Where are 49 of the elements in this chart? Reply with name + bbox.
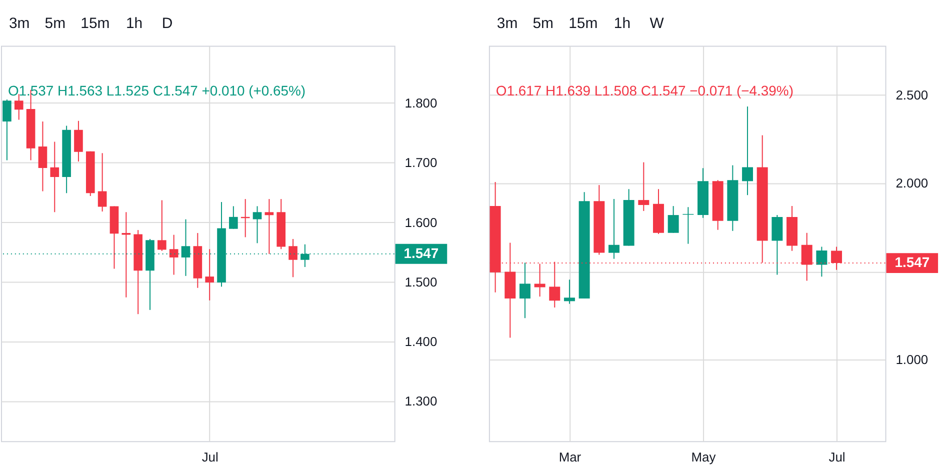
text: 5m [44, 14, 66, 32]
candlestick [2, 98, 12, 161]
candlestick [564, 279, 575, 304]
text: O1.617 H1.639 L1.508 C1.547 −0.071 (−4.39%) [496, 82, 794, 99]
y-tick-label: 1.700 [404, 155, 438, 170]
candlestick [742, 106, 753, 196]
candlestick [772, 214, 783, 276]
text: 1h [614, 14, 631, 32]
candlestick [205, 248, 214, 301]
y-tick-label: 2.000 [896, 176, 928, 191]
candlestick [122, 212, 131, 298]
candlestick [229, 206, 238, 230]
text: 1h [126, 14, 143, 32]
x-tick-label: Mar [558, 450, 582, 465]
candlestick [638, 162, 650, 212]
text: 15m [568, 14, 598, 32]
text: O1.537 H1.563 L1.525 C1.547 +0.010 (+0.65%) [8, 82, 306, 99]
candlestick [38, 121, 48, 192]
x-tick-label: May [691, 450, 716, 465]
x-tick-label: Jul [202, 450, 218, 465]
text: 3m [8, 14, 30, 32]
y-tick-label: 1.400 [404, 334, 438, 350]
y-tick-label: 1.000 [896, 352, 928, 368]
candlestick [816, 246, 828, 278]
text: D [162, 14, 173, 32]
y-tick-label: 1.800 [404, 96, 438, 111]
candlestick [50, 141, 60, 213]
candlestick [169, 234, 178, 276]
y-tick-label: 1.600 [404, 214, 438, 230]
text: 3m [496, 14, 518, 32]
candlestick [252, 206, 262, 244]
text: 15m [80, 14, 110, 32]
candlestick [519, 262, 530, 319]
candlestick [668, 206, 679, 234]
candlestick [158, 200, 166, 252]
y-tick-label: 1.500 [404, 274, 438, 290]
y-tick-label: 1.300 [404, 394, 438, 409]
candlestick [74, 120, 83, 162]
candlestick [98, 152, 107, 212]
text: W [650, 14, 665, 32]
candlestick [608, 198, 620, 260]
candlestick [534, 263, 546, 298]
y-tick-label: 2.500 [896, 87, 928, 102]
x-tick-label: Jul [828, 450, 846, 465]
candlestick [288, 238, 298, 278]
ref-line-label: 1.547 [894, 254, 930, 270]
candlestick [264, 198, 274, 254]
text: 5m [532, 14, 554, 32]
ref-line-label: 1.547 [404, 244, 439, 261]
